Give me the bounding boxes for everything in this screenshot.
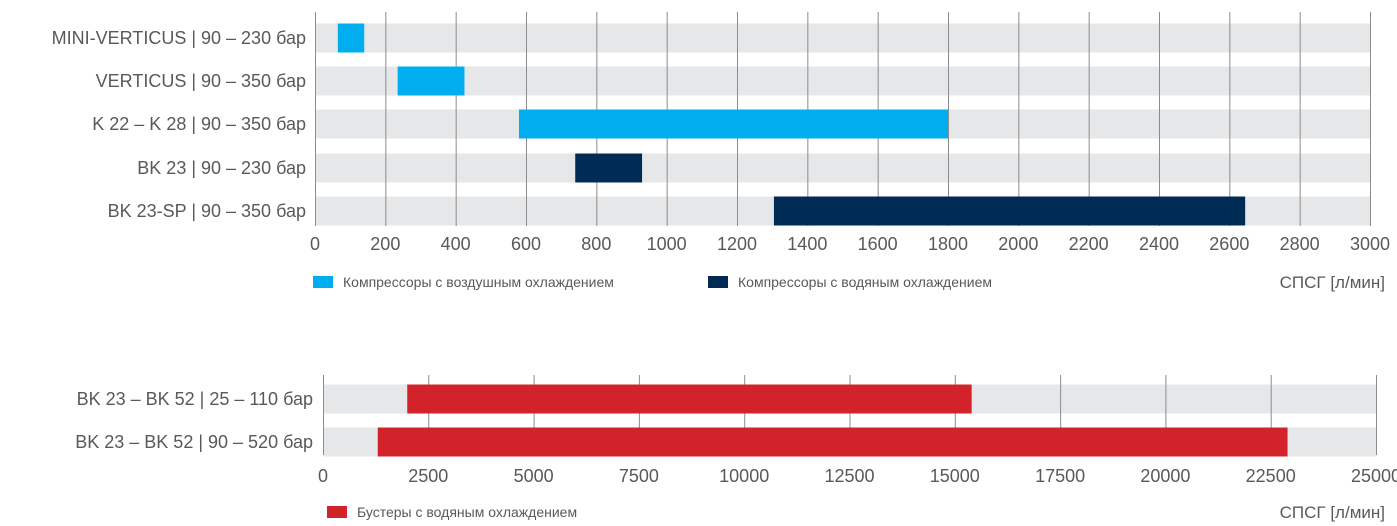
x-tick-label: 25000	[1351, 466, 1397, 486]
bar-2	[377, 427, 1288, 457]
x-tick-label: 1600	[858, 234, 898, 254]
x-tick-label: 7500	[619, 466, 659, 486]
x-tick-label: 22500	[1246, 466, 1296, 486]
x-tick-label: 800	[581, 234, 611, 254]
x-tick-label: 20000	[1140, 466, 1190, 486]
x-tick-label: 2800	[1280, 234, 1320, 254]
x-tick-label: 0	[318, 466, 328, 486]
row-track	[315, 23, 1370, 53]
x-tick-label: 2000	[998, 234, 1038, 254]
category-label: BK 23 – BK 52 | 90 – 520 бар	[75, 432, 313, 452]
x-tick-label: 0	[310, 234, 320, 254]
x-tick-label: 2400	[1139, 234, 1179, 254]
legend-label: Компрессоры с водяным охлаждением	[738, 274, 992, 290]
category-label: BK 23 | 90 – 230 бар	[137, 158, 306, 178]
x-tick-label: 2500	[408, 466, 448, 486]
legend-label: Компрессоры с воздушным охлаждением	[343, 274, 614, 290]
x-tick-label: 2600	[1209, 234, 1249, 254]
legend-label: Бустеры с водяным охлаждением	[357, 504, 577, 520]
bar-2	[397, 66, 465, 96]
x-tick-label: 1200	[717, 234, 757, 254]
legend-swatch	[313, 276, 333, 288]
x-tick-label: 200	[370, 234, 400, 254]
x-tick-label: 1400	[787, 234, 827, 254]
x-tick-label: 1000	[647, 234, 687, 254]
bar-4	[575, 153, 643, 183]
x-tick-label: 2200	[1069, 234, 1109, 254]
x-tick-label: 1800	[928, 234, 968, 254]
category-label: VERTICUS | 90 – 350 бар	[96, 71, 306, 91]
x-tick-label: 15000	[930, 466, 980, 486]
x-tick-label: 12500	[824, 466, 874, 486]
x-axis-label: СПСГ [л/мин]	[1280, 503, 1385, 522]
category-label: BK 23-SP | 90 – 350 бар	[108, 201, 306, 221]
legend-swatch	[708, 276, 728, 288]
row-track	[315, 66, 1370, 96]
bar-1	[407, 384, 972, 414]
bar-5	[773, 196, 1246, 226]
legend-swatch	[327, 506, 347, 518]
bar-3	[518, 109, 948, 139]
category-label: MINI-VERTICUS | 90 – 230 бар	[52, 28, 306, 48]
row-track	[315, 153, 1370, 183]
chart-2: BK 23 – BK 52 | 25 – 110 бар BK 23 – BK 5…	[75, 375, 1397, 522]
x-tick-label: 5000	[514, 466, 554, 486]
x-axis-label: СПСГ [л/мин]	[1280, 273, 1385, 292]
x-tick-label: 17500	[1035, 466, 1085, 486]
bar-1	[337, 23, 365, 53]
category-label: K 22 – K 28 | 90 – 350 бар	[92, 114, 306, 134]
x-tick-label: 400	[441, 234, 471, 254]
chart-1: MINI-VERTICUS | 90 – 230 бар VERTICUS | 9…	[52, 12, 1390, 292]
category-label: BK 23 – BK 52 | 25 – 110 бар	[77, 389, 313, 409]
x-tick-label: 10000	[719, 466, 769, 486]
x-tick-label: 3000	[1350, 234, 1390, 254]
x-tick-label: 600	[511, 234, 541, 254]
